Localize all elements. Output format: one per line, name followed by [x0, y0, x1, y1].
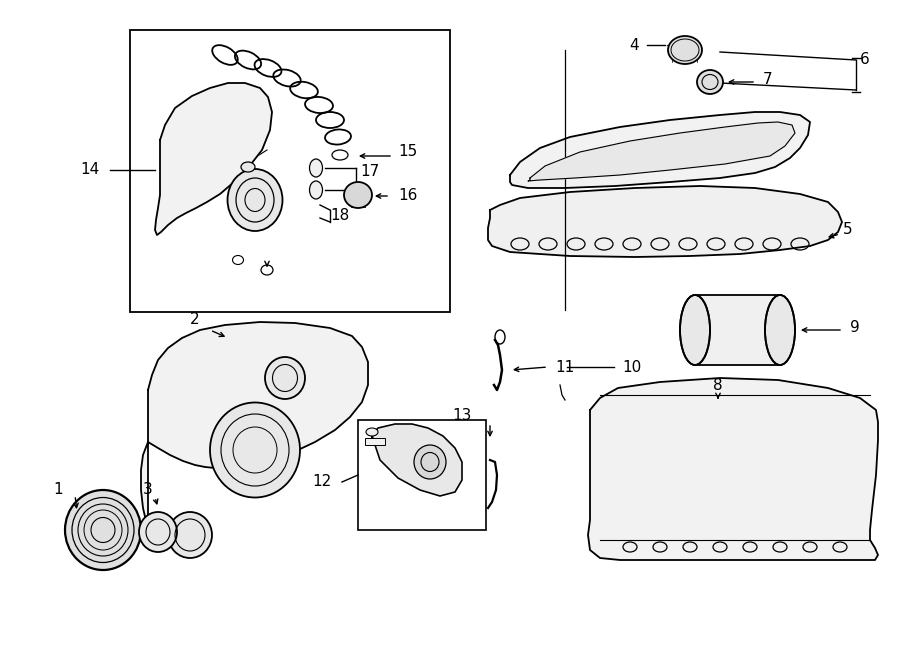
Ellipse shape: [668, 36, 702, 64]
Text: 4: 4: [629, 38, 639, 52]
Text: 9: 9: [850, 321, 860, 336]
Polygon shape: [372, 424, 462, 496]
Text: 18: 18: [330, 208, 349, 223]
Ellipse shape: [210, 403, 300, 498]
Ellipse shape: [168, 512, 212, 558]
Ellipse shape: [765, 295, 795, 365]
Text: 2: 2: [190, 313, 200, 327]
Text: 5: 5: [843, 223, 853, 237]
Ellipse shape: [228, 169, 283, 231]
Ellipse shape: [680, 295, 710, 365]
Ellipse shape: [310, 181, 322, 199]
Ellipse shape: [241, 162, 255, 172]
Text: 15: 15: [399, 145, 418, 159]
Polygon shape: [155, 83, 272, 235]
Bar: [130, 30, 450, 312]
Ellipse shape: [344, 182, 372, 208]
Text: 3: 3: [143, 483, 153, 498]
Text: 1: 1: [53, 483, 63, 498]
Ellipse shape: [366, 428, 378, 436]
Text: 8: 8: [713, 377, 723, 393]
Text: 16: 16: [399, 188, 418, 204]
Text: 10: 10: [623, 360, 642, 375]
Text: 14: 14: [80, 163, 100, 178]
Polygon shape: [141, 322, 368, 535]
Text: 11: 11: [555, 360, 574, 375]
Bar: [358, 420, 486, 530]
Polygon shape: [528, 122, 795, 181]
Text: 7: 7: [763, 73, 773, 87]
Text: 17: 17: [360, 165, 380, 180]
Text: 13: 13: [453, 407, 472, 422]
Polygon shape: [488, 186, 842, 257]
Ellipse shape: [310, 159, 322, 177]
Text: 12: 12: [312, 475, 331, 490]
Polygon shape: [510, 112, 810, 188]
Ellipse shape: [697, 70, 723, 94]
Ellipse shape: [139, 512, 177, 552]
Ellipse shape: [65, 490, 141, 570]
Text: 6: 6: [860, 52, 870, 67]
Bar: [695, 295, 780, 365]
Bar: [365, 438, 385, 445]
Ellipse shape: [265, 357, 305, 399]
Ellipse shape: [414, 445, 446, 479]
Polygon shape: [588, 378, 878, 560]
